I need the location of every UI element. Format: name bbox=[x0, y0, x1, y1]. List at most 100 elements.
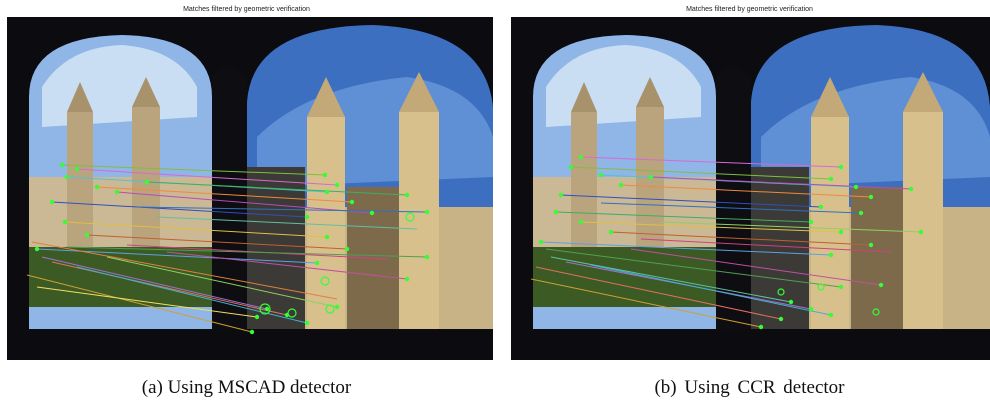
keypoint-marker bbox=[838, 284, 844, 290]
match-line bbox=[76, 266, 308, 324]
keypoint-marker bbox=[818, 204, 824, 210]
caption-a: (a) Using MSCAD detector bbox=[141, 377, 352, 398]
keypoint-marker bbox=[254, 314, 260, 320]
detector-region-circle bbox=[287, 308, 297, 318]
keypoint-marker bbox=[84, 232, 90, 238]
match-line bbox=[156, 216, 418, 230]
keypoint-marker bbox=[758, 324, 764, 330]
keypoint-marker bbox=[838, 164, 844, 170]
keypoint-marker bbox=[304, 214, 310, 220]
match-line bbox=[41, 256, 268, 310]
match-line bbox=[570, 166, 832, 180]
match-line bbox=[26, 274, 253, 333]
match-line bbox=[550, 256, 792, 303]
match-line bbox=[116, 191, 373, 214]
figure-title: Matches filtered by geometric verificati… bbox=[686, 6, 813, 13]
match-line bbox=[36, 286, 258, 318]
keypoint-marker bbox=[74, 166, 80, 172]
keypoint-marker bbox=[264, 306, 270, 312]
match-line bbox=[96, 186, 353, 203]
keypoint-marker bbox=[648, 174, 654, 180]
match-line bbox=[61, 164, 326, 176]
keypoint-marker bbox=[853, 184, 859, 190]
match-line bbox=[620, 184, 872, 198]
match-line bbox=[136, 206, 428, 213]
keypoint-marker bbox=[144, 179, 150, 185]
keypoint-marker bbox=[568, 164, 574, 170]
keypoint-marker bbox=[578, 154, 584, 160]
keypoint-marker bbox=[808, 306, 814, 312]
keypoint-marker bbox=[878, 282, 884, 288]
figure-panel-b: Matches filtered by geometric verificati… bbox=[509, 0, 990, 410]
keypoint-marker bbox=[808, 219, 814, 225]
keypoint-marker bbox=[424, 254, 430, 260]
keypoint-marker bbox=[249, 329, 255, 335]
keypoint-marker bbox=[788, 299, 794, 305]
detector-region-circle bbox=[320, 276, 330, 286]
keypoint-marker bbox=[64, 174, 70, 180]
keypoint-marker bbox=[324, 234, 330, 240]
keypoint-marker bbox=[59, 162, 65, 168]
keypoint-marker bbox=[858, 210, 864, 216]
match-line bbox=[660, 221, 922, 233]
keypoint-marker bbox=[838, 229, 844, 235]
matched-image-pair bbox=[7, 17, 493, 360]
match-line bbox=[580, 221, 842, 233]
keypoint-marker bbox=[908, 186, 914, 192]
detector-region-circle bbox=[872, 308, 880, 316]
match-line bbox=[610, 231, 872, 246]
match-line bbox=[76, 168, 338, 186]
keypoint-marker bbox=[34, 246, 40, 252]
match-line bbox=[64, 221, 328, 238]
detector-region-circle bbox=[405, 212, 415, 222]
match-line bbox=[600, 202, 862, 214]
match-line bbox=[66, 246, 428, 258]
keypoint-marker bbox=[369, 210, 375, 216]
match-line bbox=[640, 238, 892, 253]
figure-title: Matches filtered by geometric verificati… bbox=[183, 6, 310, 13]
keypoint-marker bbox=[868, 194, 874, 200]
keypoint-marker bbox=[618, 182, 624, 188]
match-line bbox=[530, 278, 762, 328]
match-line bbox=[146, 181, 408, 196]
keypoint-marker bbox=[404, 276, 410, 282]
match-line bbox=[555, 211, 812, 223]
keypoint-marker bbox=[114, 189, 120, 195]
match-line bbox=[86, 234, 348, 250]
keypoint-marker bbox=[424, 209, 430, 215]
keypoint-marker bbox=[828, 252, 834, 258]
keypoint-marker bbox=[49, 199, 55, 205]
keypoint-marker bbox=[344, 246, 350, 252]
match-line bbox=[630, 248, 882, 286]
figure-panel-a: Matches filtered by geometric verificati… bbox=[0, 0, 493, 410]
match-visualization bbox=[7, 17, 493, 360]
match-line bbox=[106, 256, 338, 308]
match-line bbox=[31, 241, 338, 300]
keypoint-marker bbox=[404, 192, 410, 198]
keypoint-marker bbox=[558, 192, 564, 198]
match-line bbox=[590, 264, 832, 316]
match-line bbox=[560, 194, 822, 208]
match-line bbox=[51, 201, 308, 218]
keypoint-marker bbox=[314, 260, 320, 266]
match-visualization bbox=[511, 17, 990, 360]
keypoint-marker bbox=[349, 199, 355, 205]
keypoint-marker bbox=[608, 229, 614, 235]
detector-region-circle bbox=[325, 304, 335, 314]
keypoint-marker bbox=[334, 182, 340, 188]
matched-image-pair bbox=[511, 17, 990, 360]
keypoint-marker bbox=[828, 312, 834, 318]
detector-region-circle bbox=[817, 283, 825, 291]
keypoint-marker bbox=[578, 219, 584, 225]
match-line bbox=[540, 241, 832, 256]
keypoint-marker bbox=[94, 184, 100, 190]
keypoint-marker bbox=[778, 316, 784, 322]
detector-region-circle bbox=[777, 288, 785, 296]
keypoint-marker bbox=[868, 242, 874, 248]
match-line bbox=[535, 266, 782, 320]
keypoint-marker bbox=[538, 239, 544, 245]
keypoint-marker bbox=[304, 320, 310, 326]
match-line bbox=[650, 176, 912, 190]
keypoint-marker bbox=[322, 172, 328, 178]
keypoint-marker bbox=[918, 229, 924, 235]
